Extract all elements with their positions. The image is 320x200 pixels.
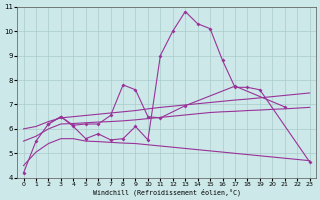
X-axis label: Windchill (Refroidissement éolien,°C): Windchill (Refroidissement éolien,°C): [92, 188, 241, 196]
